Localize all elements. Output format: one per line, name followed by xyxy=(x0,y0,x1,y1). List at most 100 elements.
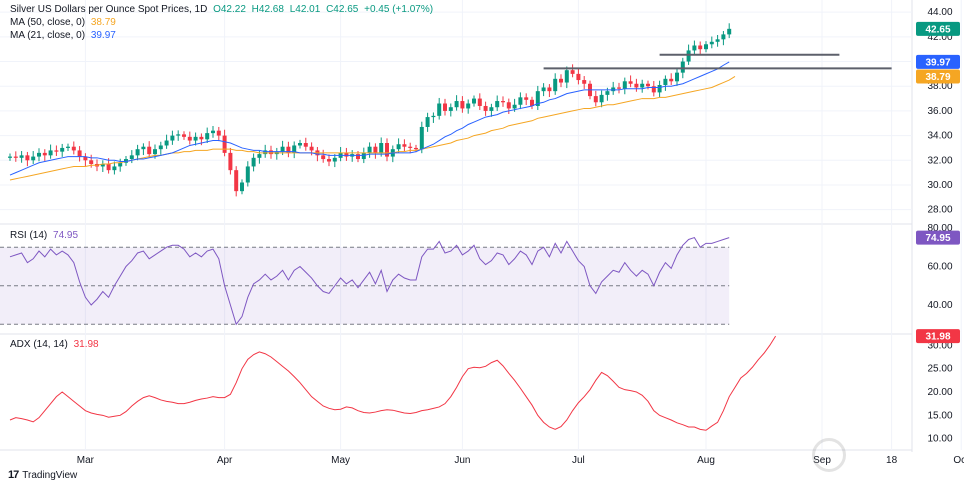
candle-body-84 xyxy=(495,101,500,108)
candle-body-55 xyxy=(327,159,331,162)
rsi-name: RSI (14) xyxy=(10,230,48,241)
candle-body-86 xyxy=(506,102,511,109)
candle-body-42 xyxy=(251,157,256,167)
adx-legend: ADX (14, 14) 31.98 xyxy=(10,339,102,350)
candle-body-105 xyxy=(617,87,621,89)
candle-body-108 xyxy=(634,83,639,88)
ma21-last: 39.97 xyxy=(90,30,116,41)
candle-body-82 xyxy=(483,105,488,111)
candle-body-9 xyxy=(60,147,65,152)
candle-body-16 xyxy=(100,163,105,167)
candle-body-36 xyxy=(216,130,221,136)
candle-body-95 xyxy=(559,78,563,83)
candle-body-74 xyxy=(437,103,442,116)
candle-body-4 xyxy=(31,156,36,161)
adx-name: ADX (14, 14) xyxy=(10,339,68,350)
rsi-tick-label-2: 40.00 xyxy=(927,300,952,311)
candle-body-8 xyxy=(54,150,59,152)
candle-body-67 xyxy=(396,144,401,150)
watermark-logo-icon xyxy=(812,438,846,472)
candle-body-29 xyxy=(176,134,181,136)
candle-body-94 xyxy=(553,78,558,92)
candle-body-96 xyxy=(564,70,569,83)
candle-body-124 xyxy=(727,28,732,35)
candle-body-18 xyxy=(112,166,117,171)
candle-body-38 xyxy=(228,152,233,171)
price-tick-label-8: 28.00 xyxy=(927,205,952,216)
candle-body-5 xyxy=(37,152,41,157)
x-tick-label-1: Apr xyxy=(217,455,233,466)
candle-body-48 xyxy=(286,146,291,153)
candle-body-97 xyxy=(570,70,575,74)
candle-body-123 xyxy=(721,34,726,40)
candle-body-83 xyxy=(489,107,494,111)
price-tick-label-7: 30.00 xyxy=(927,180,952,191)
ma21-line xyxy=(9,61,730,176)
candle-body-77 xyxy=(454,101,459,108)
adx-last: 31.98 xyxy=(73,339,99,350)
candle-body-52 xyxy=(309,146,314,151)
brand-text: TradingView xyxy=(22,469,78,481)
candle-body-32 xyxy=(193,136,198,141)
ma21-scale-label: 39.97 xyxy=(925,57,950,68)
candle-body-44 xyxy=(263,150,268,155)
rsi-scale-label: 74.95 xyxy=(925,233,950,244)
candle-body-64 xyxy=(379,143,384,153)
ma50-legend: MA (50, close, 0) 38.79 xyxy=(10,17,119,28)
candle-body-69 xyxy=(408,146,413,148)
ma50-scale-label-bg xyxy=(916,69,960,84)
candle-body-33 xyxy=(199,136,204,140)
candle-body-49 xyxy=(292,145,297,153)
ohlc-open: O42.22 xyxy=(213,4,246,15)
candle-body-92 xyxy=(541,87,546,92)
candle-body-28 xyxy=(170,135,175,141)
candle-body-51 xyxy=(303,143,308,147)
candle-body-87 xyxy=(512,104,517,109)
x-tick-label-4: Jul xyxy=(572,455,585,466)
candle-body-10 xyxy=(66,146,70,148)
candle-body-30 xyxy=(182,134,186,137)
ma50-last: 38.79 xyxy=(90,17,116,28)
candle-body-102 xyxy=(599,94,604,103)
candle-body-13 xyxy=(83,156,88,161)
x-tick-label-2: May xyxy=(331,455,350,466)
candle-body-72 xyxy=(425,117,430,127)
candle-body-89 xyxy=(524,97,529,100)
candle-body-111 xyxy=(651,86,656,93)
candle-body-45 xyxy=(269,150,273,155)
last-price-label-bg xyxy=(916,21,960,36)
x-tick-label-5: Aug xyxy=(697,455,715,466)
adx-scale-label-bg xyxy=(916,329,960,344)
tradingview-brand[interactable]: 17 TradingView xyxy=(8,469,77,481)
candle-body-58 xyxy=(344,152,349,157)
candle-body-7 xyxy=(48,150,53,156)
candle-body-119 xyxy=(698,45,703,50)
ohlc-high: H42.68 xyxy=(251,4,284,15)
price-tick-label-4: 36.00 xyxy=(927,106,952,117)
price-tick-label-6: 32.00 xyxy=(927,155,952,166)
candle-body-2 xyxy=(19,155,24,158)
candle-body-104 xyxy=(611,87,616,92)
candle-body-122 xyxy=(715,39,720,42)
candle-body-41 xyxy=(245,166,250,183)
candle-body-25 xyxy=(153,149,157,155)
candle-body-101 xyxy=(593,96,598,103)
price-title: Silver US Dollars per Ounce Spot Prices,… xyxy=(10,4,208,15)
rsi-tick-label-0: 80.00 xyxy=(927,223,952,234)
ma21-scale-label-bg xyxy=(916,54,960,69)
x-tick-label-3: Jun xyxy=(454,455,470,466)
candle-body-62 xyxy=(367,146,372,153)
watermark xyxy=(812,438,846,472)
candle-body-40 xyxy=(240,182,244,192)
candle-body-39 xyxy=(234,170,239,192)
adx-tick-label-1: 25.00 xyxy=(927,364,952,375)
price-tick-label-0: 44.00 xyxy=(927,7,952,18)
rsi-line xyxy=(9,236,730,326)
candle-body-56 xyxy=(332,157,337,162)
candle-body-22 xyxy=(135,149,140,156)
candle-body-85 xyxy=(501,101,505,103)
candle-body-79 xyxy=(466,103,471,109)
adx-scale-label: 31.98 xyxy=(925,332,950,343)
